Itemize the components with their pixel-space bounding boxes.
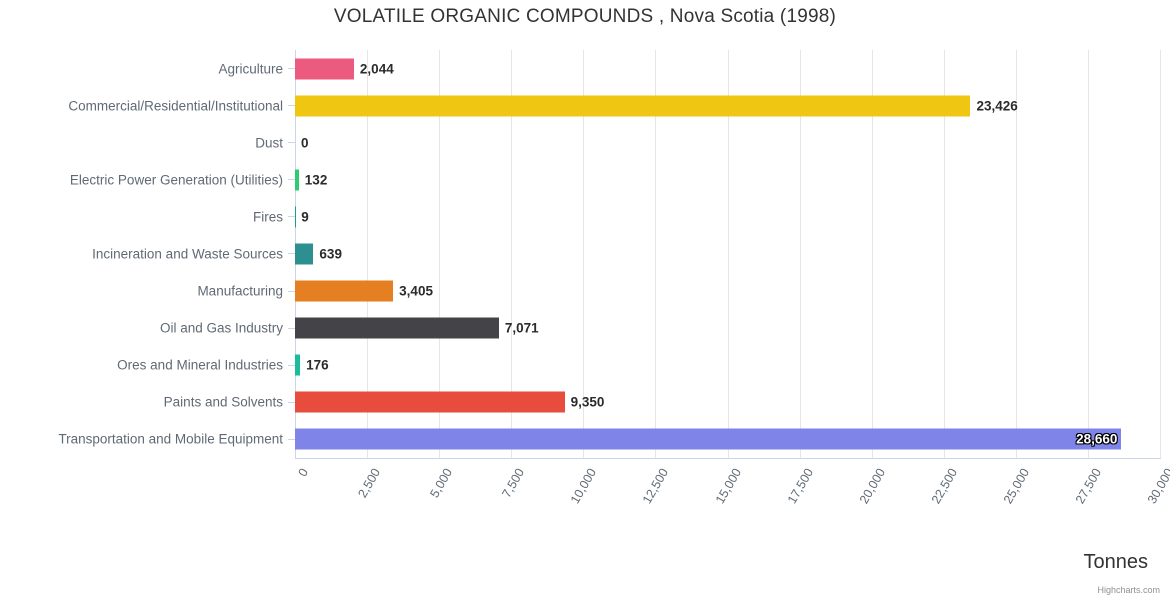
bar-value-label: 639	[319, 246, 342, 262]
gridline	[655, 50, 657, 458]
category-label: Oil and Gas Industry	[159, 320, 283, 336]
gridline	[511, 50, 513, 458]
chart-title: VOLATILE ORGANIC COMPOUNDS , Nova Scotia…	[333, 6, 837, 27]
gridline	[1160, 50, 1161, 458]
bar-value-label: 28,660	[1076, 431, 1118, 447]
x-axis-tick-label: 17,500	[784, 466, 816, 507]
x-axis-title: Tonnes	[1083, 551, 1149, 573]
bar-row: Fires 9	[253, 198, 1160, 235]
bar-row: Paints and Solvents 9,350	[164, 384, 1160, 421]
bar-row: Agriculture 2,044	[218, 50, 1160, 87]
highcharts-credits[interactable]: Highcharts.com	[1097, 585, 1160, 595]
bar[interactable]	[295, 354, 301, 376]
bar-row: Manufacturing 3,405	[197, 273, 1160, 310]
bar[interactable]	[295, 243, 314, 265]
gridline	[943, 50, 945, 458]
category-label: Agriculture	[218, 61, 283, 77]
x-axis-tick-label: 10,000	[568, 466, 600, 507]
y-axis-tick	[288, 179, 295, 181]
x-axis-line	[295, 458, 1161, 459]
y-axis-tick	[288, 438, 295, 440]
bar[interactable]	[295, 280, 394, 302]
y-axis-tick	[288, 105, 295, 107]
bar-row: Transportation and Mobile Equipment 28,66…	[58, 421, 1160, 458]
category-label: Manufacturing	[197, 283, 283, 299]
bar[interactable]	[295, 95, 971, 117]
y-axis-tick	[288, 68, 295, 70]
category-label: Ores and Mineral Industries	[117, 357, 283, 373]
gridline	[583, 50, 585, 458]
x-axis-tick-label: 15,000	[712, 466, 744, 507]
x-axis-tick-label: 0	[295, 466, 312, 480]
y-axis-tick	[288, 401, 295, 403]
x-axis-tick-label: 12,500	[640, 466, 672, 507]
bar-row: Oil and Gas Industry 7,071	[160, 310, 1160, 347]
gridline	[727, 50, 729, 458]
x-axis-tick-label: 25,000	[1000, 466, 1032, 507]
x-axis-tick-label: 20,000	[856, 466, 888, 507]
plot-area: Agriculture 2,044 Commercial/Residential/I…	[58, 50, 1161, 458]
bar-value-label: 9	[301, 209, 309, 225]
x-axis-tick-label: 2,500	[355, 466, 384, 501]
bar-value-label: 3,405	[399, 283, 433, 299]
bar-value-label: 9,350	[570, 394, 605, 410]
gridline	[1087, 50, 1089, 458]
gridline	[799, 50, 801, 458]
bar[interactable]	[295, 317, 499, 339]
category-label: Paints and Solvents	[163, 394, 283, 410]
gridline	[1015, 50, 1017, 458]
x-axis-tick-label: 5,000	[427, 466, 456, 501]
y-axis-tick	[288, 142, 295, 144]
bar-value-label: 7,071	[504, 320, 539, 336]
bar[interactable]	[295, 206, 296, 228]
gridline	[439, 50, 441, 458]
category-label: Fires	[253, 209, 283, 225]
gridline	[871, 50, 873, 458]
bar[interactable]	[295, 391, 565, 413]
category-label: Dust	[255, 135, 283, 151]
y-axis-tick	[288, 216, 295, 218]
bar-value-label: 176	[306, 357, 329, 373]
bar-value-label: 2,044	[359, 61, 394, 77]
category-label: Commercial/Residential/Institutional	[68, 98, 283, 114]
category-label: Incineration and Waste Sources	[92, 246, 283, 262]
category-label: Electric Power Generation (Utilities)	[69, 172, 283, 188]
x-axis-tick-label: 22,500	[928, 466, 960, 507]
y-axis-tick	[288, 364, 295, 366]
bar-value-label: 0	[301, 135, 309, 151]
gridline	[367, 50, 369, 458]
y-axis-tick	[288, 253, 295, 255]
bar[interactable]	[295, 169, 299, 191]
x-axis-tick-label: 7,500	[499, 466, 528, 501]
y-axis-tick	[288, 327, 295, 329]
category-label: Transportation and Mobile Equipment	[58, 431, 283, 447]
bar-value-label: 23,426	[976, 98, 1018, 114]
bar[interactable]	[295, 428, 1122, 450]
bar[interactable]	[295, 58, 354, 80]
bar-row: Electric Power Generation (Utilities) 132	[70, 161, 1160, 198]
bar-row: Incineration and Waste Sources 639	[92, 235, 1160, 272]
bar-row: Ores and Mineral Industries 176	[117, 347, 1160, 384]
bar-row: Dust 0	[255, 124, 1160, 161]
bar-value-label: 132	[304, 172, 328, 188]
bar-row: Commercial/Residential/Institutional 23,4…	[68, 87, 1160, 124]
y-axis-tick	[288, 290, 295, 292]
